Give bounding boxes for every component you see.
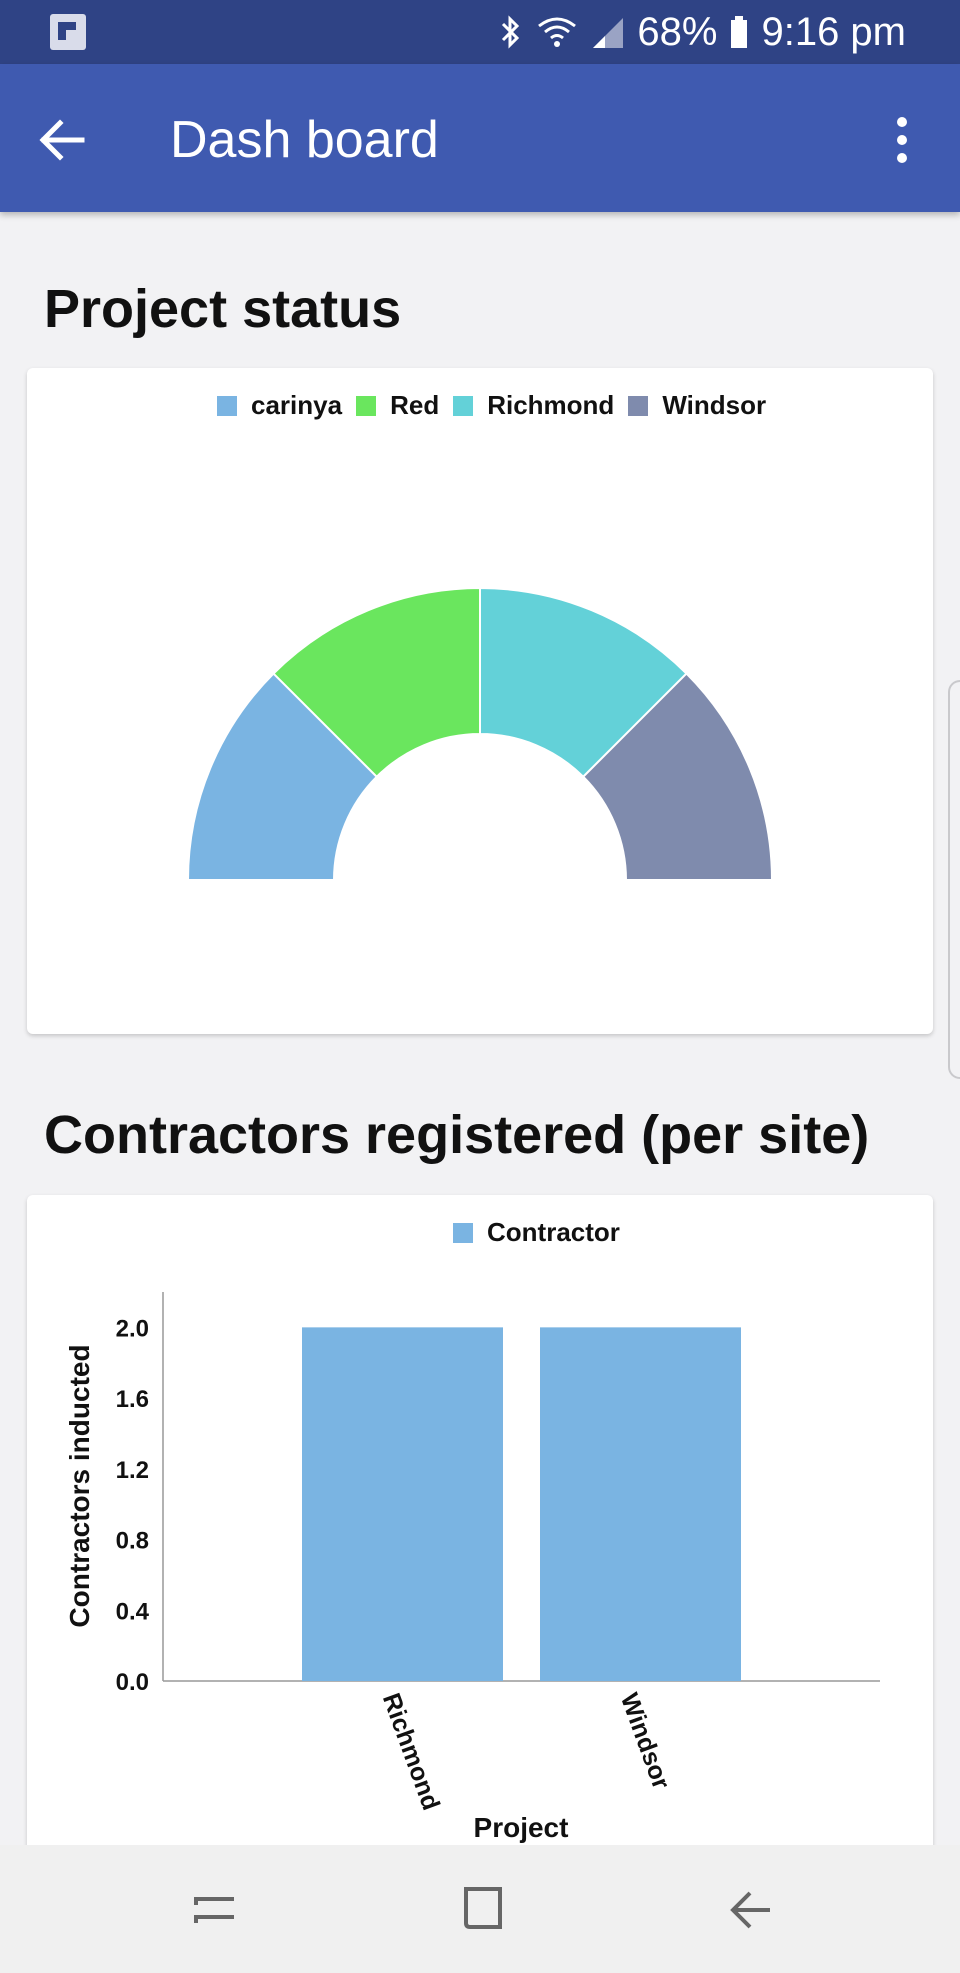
scroll-indicator[interactable] xyxy=(948,680,960,1079)
pie-legend: carinya Red Richmond Windsor xyxy=(217,390,780,421)
pie-legend-swatch xyxy=(628,395,649,416)
recents-button[interactable] xyxy=(180,1875,250,1945)
arrow-left-icon xyxy=(39,119,85,161)
bluetooth-icon xyxy=(502,15,520,49)
pie-legend-swatch xyxy=(217,395,237,416)
contractors-title: Contractors registered (per site) xyxy=(44,1105,870,1165)
more-vert-icon xyxy=(897,117,907,163)
y-tick-label: 1.6 xyxy=(116,1386,149,1413)
y-axis-title: Contractors inducted xyxy=(64,1344,95,1627)
bar-legend: Contractor xyxy=(453,1217,634,1248)
pie-slice[interactable] xyxy=(581,672,774,881)
pie-legend-item[interactable]: Red xyxy=(356,390,439,421)
home-button[interactable] xyxy=(448,1875,518,1945)
home-icon xyxy=(464,1887,502,1929)
bar-legend-item[interactable]: Contractor xyxy=(453,1217,620,1248)
y-tick-label: 1.2 xyxy=(116,1457,149,1484)
pie-legend-item[interactable]: Richmond xyxy=(453,390,614,421)
clock: 9:16 pm xyxy=(761,9,906,54)
pie-legend-swatch xyxy=(356,395,377,416)
signal-icon xyxy=(593,18,624,48)
app-logo-icon xyxy=(50,14,86,50)
pie-legend-label: Richmond xyxy=(487,390,615,420)
x-tick-label: Windsor xyxy=(615,1689,676,1793)
status-icons: 68% 9:16 pm xyxy=(499,0,906,64)
pie-slice[interactable] xyxy=(479,586,688,779)
y-tick-label: 0.0 xyxy=(116,1669,149,1696)
pie-slice[interactable] xyxy=(272,586,481,779)
back-nav-button[interactable] xyxy=(718,1875,788,1945)
app-bar: Dash board xyxy=(0,64,960,212)
pie-legend-item[interactable]: carinya xyxy=(217,390,342,421)
battery-percent: 68% xyxy=(637,9,718,54)
battery-icon xyxy=(731,16,748,48)
pie-legend-label: Windsor xyxy=(662,390,767,420)
x-tick-label: Richmond xyxy=(377,1689,445,1813)
recents-icon xyxy=(194,1897,234,1923)
x-axis-title: Project xyxy=(474,1812,569,1843)
project-status-title: Project status xyxy=(44,279,402,339)
bar[interactable] xyxy=(540,1327,741,1681)
bar-legend-swatch xyxy=(453,1222,473,1243)
bar[interactable] xyxy=(302,1327,503,1681)
contractors-chart: 0.0 0.4 0.8 1.2 1.6 2.0 Richmond Windsor Project… xyxy=(64,1292,880,1843)
back-button[interactable] xyxy=(30,108,94,172)
overflow-menu-button[interactable] xyxy=(880,108,924,172)
status-bar: 68% 9:16 pm xyxy=(0,0,960,64)
bar-legend-label: Contractor xyxy=(487,1217,620,1247)
y-tick-label: 0.4 xyxy=(116,1598,150,1625)
pie-legend-item[interactable]: Windsor xyxy=(628,390,766,421)
y-tick-label: 0.8 xyxy=(116,1528,149,1555)
project-status-card: carinya Red Richmond Windsor xyxy=(27,368,933,1034)
pie-legend-swatch xyxy=(453,395,474,416)
wifi-icon xyxy=(538,17,577,47)
pie-legend-label: carinya xyxy=(251,390,343,420)
system-nav-bar xyxy=(0,1845,960,1973)
project-status-chart xyxy=(186,586,774,881)
page-title: Dash board xyxy=(170,111,439,169)
pie-slice[interactable] xyxy=(186,672,379,881)
contractors-card: Contractor 0.0 0.4 0.8 1.2 1.6 2.0 Richmond Win… xyxy=(27,1195,933,1885)
pie-legend-label: Red xyxy=(390,390,440,420)
y-tick-label: 2.0 xyxy=(116,1315,149,1342)
back-icon xyxy=(730,1891,770,1929)
